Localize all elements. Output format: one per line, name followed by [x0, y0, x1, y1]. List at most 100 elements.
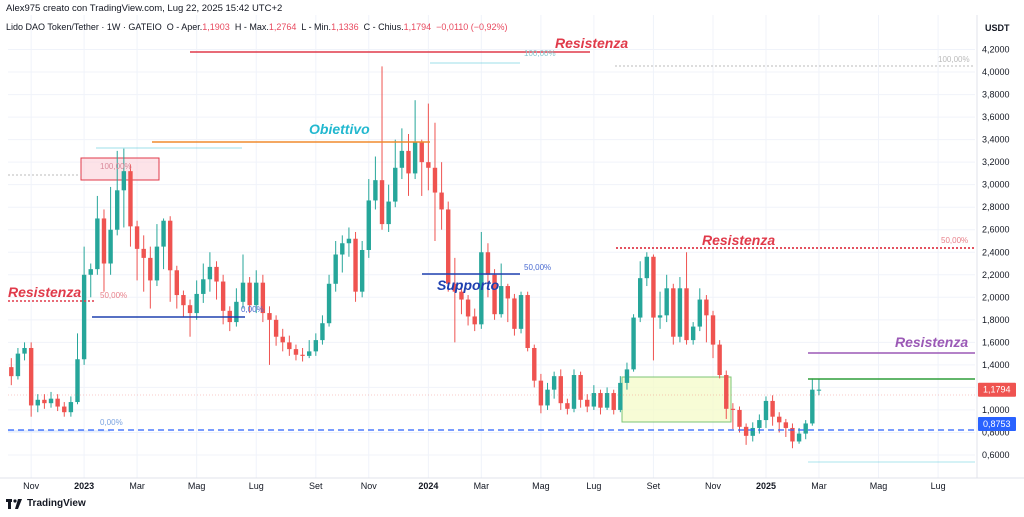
candle[interactable] — [240, 254, 246, 309]
candle[interactable] — [419, 139, 424, 196]
candle[interactable] — [260, 274, 266, 323]
candle[interactable] — [790, 423, 795, 449]
annotation-label[interactable]: Supporto — [437, 277, 500, 293]
candle[interactable] — [505, 283, 510, 323]
resistance-zone-box[interactable] — [80, 157, 160, 181]
candle[interactable] — [75, 333, 80, 405]
candle[interactable] — [737, 406, 742, 433]
candle[interactable] — [571, 369, 577, 413]
candle[interactable] — [108, 186, 113, 275]
annotation-label[interactable]: Obiettivo — [309, 121, 370, 137]
candle[interactable] — [750, 422, 755, 442]
accumulation-zone-box[interactable] — [621, 376, 732, 423]
candle[interactable] — [452, 257, 458, 343]
candle[interactable] — [181, 290, 186, 317]
candle[interactable] — [88, 263, 93, 298]
candle[interactable] — [472, 308, 477, 332]
candle[interactable] — [353, 231, 358, 302]
candle[interactable] — [293, 344, 299, 361]
candle[interactable] — [187, 299, 193, 337]
candle[interactable] — [545, 382, 550, 410]
candle[interactable] — [585, 394, 590, 413]
annotation-label[interactable]: Resistenza — [895, 334, 968, 350]
candle[interactable] — [167, 216, 173, 302]
candle[interactable] — [558, 369, 563, 410]
candle[interactable] — [214, 261, 219, 300]
annotation-label[interactable]: Resistenza — [702, 232, 775, 248]
candle[interactable] — [717, 340, 722, 379]
candle[interactable] — [121, 148, 127, 228]
candle[interactable] — [373, 156, 378, 210]
candle[interactable] — [194, 280, 199, 320]
candle[interactable] — [538, 373, 544, 414]
candle[interactable] — [115, 150, 120, 236]
candle[interactable] — [234, 288, 239, 327]
candle[interactable] — [810, 378, 815, 426]
candle[interactable] — [15, 347, 21, 380]
candle[interactable] — [359, 240, 365, 298]
candle[interactable] — [35, 394, 40, 413]
candle[interactable] — [777, 412, 782, 433]
candle[interactable] — [763, 396, 769, 428]
candle[interactable] — [207, 252, 213, 292]
candle[interactable] — [803, 420, 808, 440]
candle[interactable] — [141, 235, 146, 292]
candle[interactable] — [816, 379, 822, 396]
candle[interactable] — [591, 385, 597, 410]
annotation-label[interactable]: Resistenza — [8, 284, 81, 300]
candle[interactable] — [684, 252, 689, 345]
candle[interactable] — [664, 274, 669, 323]
candle[interactable] — [465, 295, 471, 326]
candle[interactable] — [485, 243, 491, 298]
candle[interactable] — [379, 66, 385, 230]
candle[interactable] — [201, 263, 206, 303]
candle[interactable] — [565, 398, 570, 415]
candle[interactable] — [439, 162, 444, 230]
candle[interactable] — [690, 322, 696, 345]
candle[interactable] — [724, 370, 729, 419]
candle[interactable] — [671, 283, 676, 345]
candle[interactable] — [578, 371, 583, 408]
tradingview-brand[interactable]: TradingView — [6, 498, 86, 509]
candle[interactable] — [320, 315, 325, 345]
candle[interactable] — [366, 179, 371, 258]
candle[interactable] — [611, 389, 616, 415]
candle[interactable] — [644, 252, 650, 287]
candle[interactable] — [651, 254, 656, 361]
candle[interactable] — [95, 195, 100, 275]
candle[interactable] — [459, 286, 464, 315]
candle[interactable] — [9, 358, 14, 386]
candle[interactable] — [657, 291, 663, 329]
candle[interactable] — [393, 139, 398, 208]
candle[interactable] — [55, 394, 60, 412]
candle[interactable] — [220, 274, 226, 325]
symbol-name[interactable]: Lido DAO Token/Tether · 1W · GATEIO — [6, 22, 162, 32]
candle[interactable] — [326, 274, 332, 327]
candle[interactable] — [247, 277, 252, 314]
candle[interactable] — [101, 209, 107, 292]
candle[interactable] — [227, 306, 232, 332]
candle[interactable] — [770, 395, 775, 426]
candle[interactable] — [313, 333, 319, 356]
candle[interactable] — [386, 184, 391, 232]
candle[interactable] — [704, 295, 709, 343]
candle[interactable] — [783, 418, 789, 437]
candle[interactable] — [598, 389, 603, 415]
candle[interactable] — [697, 288, 702, 332]
candle[interactable] — [399, 128, 405, 180]
candle[interactable] — [710, 310, 716, 359]
candle[interactable] — [624, 362, 630, 390]
candle[interactable] — [631, 314, 636, 372]
candle[interactable] — [128, 164, 133, 247]
candle[interactable] — [638, 261, 643, 323]
candle[interactable] — [333, 240, 338, 292]
candle[interactable] — [174, 265, 179, 309]
candle[interactable] — [532, 344, 537, 388]
candle[interactable] — [22, 342, 27, 361]
candle[interactable] — [307, 340, 312, 359]
candle[interactable] — [346, 227, 352, 257]
candle[interactable] — [267, 306, 272, 365]
candle[interactable] — [161, 218, 166, 270]
candle[interactable] — [340, 235, 345, 273]
